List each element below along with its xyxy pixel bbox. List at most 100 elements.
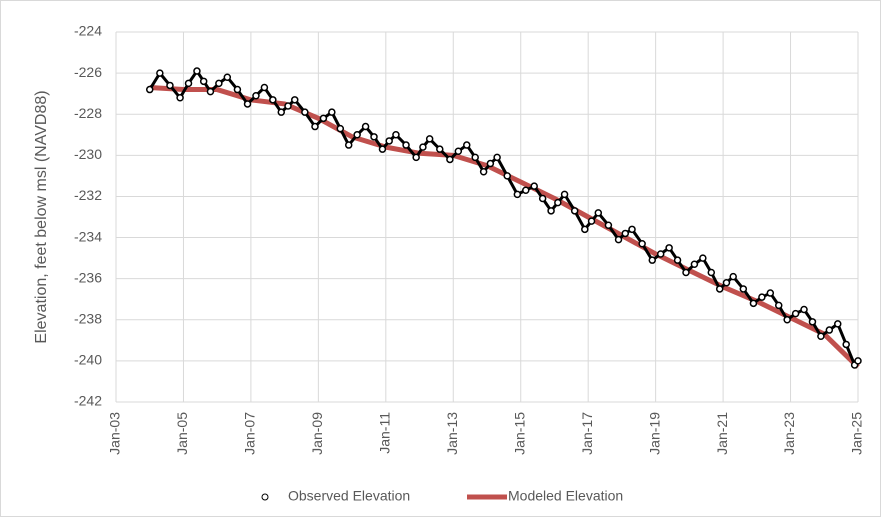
x-tick-label: Jan-07 (242, 412, 258, 455)
y-tick-label: -236 (74, 269, 102, 285)
data-point (682, 268, 690, 277)
data-point (783, 316, 791, 324)
data-point (166, 81, 174, 90)
x-tick-label: Jan-05 (174, 412, 190, 455)
y-tick-label: -228 (74, 105, 102, 121)
data-point (301, 108, 309, 116)
x-tick-label: Jan-17 (579, 412, 595, 455)
data-point (690, 260, 699, 269)
x-tick-label: Jan-15 (511, 412, 527, 455)
data-point (446, 155, 454, 164)
data-point (184, 79, 193, 88)
data-point (587, 217, 596, 225)
data-point (800, 305, 808, 314)
data-point (656, 250, 665, 258)
data-point (699, 254, 707, 262)
y-axis-title: Elevation, feet below msl (NAVD88) (33, 90, 50, 343)
data-point (648, 256, 657, 264)
data-point (319, 114, 328, 123)
data-point (361, 122, 370, 131)
data-point (739, 285, 748, 293)
data-point (834, 320, 842, 328)
data-point (479, 168, 488, 176)
data-point (621, 229, 630, 238)
data-point (673, 256, 682, 264)
data-point (193, 67, 201, 75)
data-point (707, 268, 716, 277)
data-point (353, 131, 361, 139)
data-point (436, 145, 444, 153)
data-point (825, 326, 834, 334)
data-point (344, 141, 353, 149)
data-point (385, 137, 393, 145)
data-point (817, 332, 825, 340)
x-tick-label: Jan-09 (309, 412, 325, 455)
data-point (291, 96, 299, 104)
y-tick-label: -226 (74, 64, 102, 80)
data-point (594, 209, 603, 217)
data-point (638, 239, 646, 248)
data-point (570, 207, 579, 215)
y-tick-label: -232 (74, 187, 102, 203)
data-point (854, 357, 862, 365)
data-point (412, 153, 420, 162)
data-point (176, 94, 184, 102)
data-point (722, 279, 731, 287)
data-point (503, 172, 511, 180)
data-point (402, 141, 410, 149)
data-point (215, 79, 223, 88)
data-point (560, 190, 569, 199)
data-point (454, 147, 463, 155)
x-tick-label: Jan-19 (646, 412, 662, 455)
data-point (243, 100, 252, 108)
data-point (774, 301, 783, 310)
data-point (493, 153, 501, 162)
data-point (538, 194, 547, 203)
data-point (715, 285, 724, 293)
data-point (808, 318, 817, 326)
data-point (145, 85, 154, 94)
data-point (614, 235, 623, 244)
data-point (665, 244, 673, 252)
y-tick-label: -238 (74, 310, 102, 326)
x-tick-label: Jan-23 (781, 412, 797, 455)
y-tick-label: -242 (74, 393, 102, 409)
y-tick-label: -224 (74, 23, 102, 39)
data-point (791, 309, 800, 318)
y-tick-label: -230 (74, 146, 102, 162)
y-tick-label: -234 (74, 228, 102, 244)
data-point (729, 272, 737, 281)
data-point (419, 143, 427, 151)
y-tick-label: -240 (74, 352, 102, 368)
legend-symbol (261, 493, 269, 501)
x-tick-label: Jan-25 (849, 412, 865, 455)
data-point (199, 77, 208, 86)
data-point (252, 91, 260, 100)
data-point (156, 69, 164, 77)
data-point (206, 87, 215, 96)
data-point (311, 122, 319, 131)
data-point (758, 293, 766, 301)
data-point (522, 186, 530, 195)
legend-label: Observed Elevation (288, 488, 410, 504)
series-line (149, 85, 860, 369)
data-point (471, 153, 479, 162)
x-tick-label: Jan-13 (444, 412, 460, 455)
data-point (260, 83, 269, 92)
data-point (749, 299, 758, 308)
data-point (425, 135, 434, 143)
data-point (370, 133, 378, 141)
data-point (486, 159, 495, 168)
data-point (463, 141, 471, 149)
data-point (392, 131, 400, 139)
data-point (513, 190, 522, 199)
data-point (581, 225, 589, 234)
data-point (604, 221, 613, 229)
data-point (328, 108, 336, 116)
x-tick-label: Jan-11 (377, 412, 393, 454)
data-point (554, 198, 562, 207)
data-point (277, 108, 286, 116)
data-point (842, 340, 850, 349)
